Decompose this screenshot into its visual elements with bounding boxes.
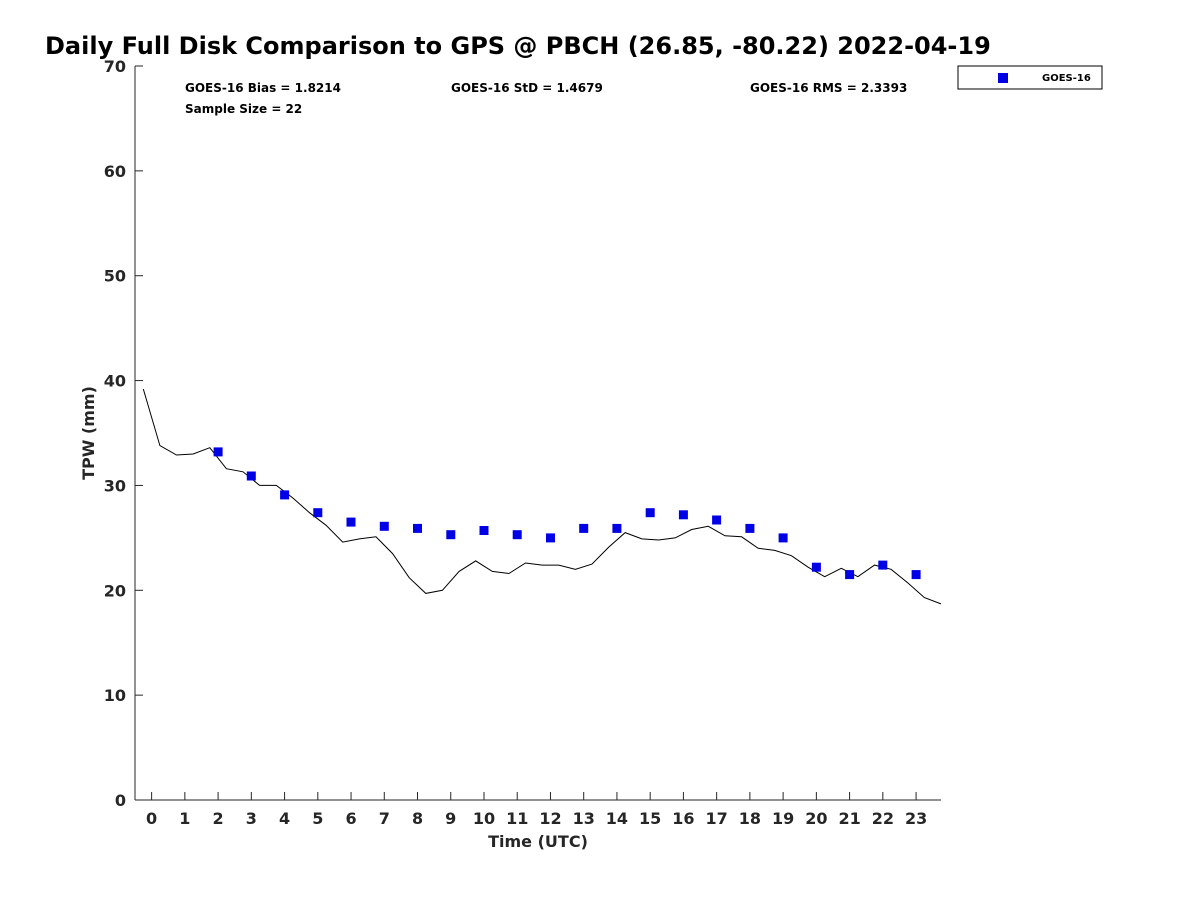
- goes-16-point: [745, 523, 755, 533]
- y-axis-label: TPW (mm): [79, 386, 98, 480]
- goes-16-point: [346, 517, 356, 527]
- x-tick-label: 7: [379, 809, 390, 828]
- y-tick-label: 50: [104, 267, 126, 286]
- x-tick-label: 6: [345, 809, 356, 828]
- x-tick-label: 14: [606, 809, 628, 828]
- goes-16-point: [778, 533, 788, 543]
- x-tick-label: 0: [146, 809, 157, 828]
- goes-16-point: [712, 515, 722, 525]
- y-tick-label: 20: [104, 581, 126, 600]
- x-tick-label: 15: [639, 809, 661, 828]
- gps-series: [142, 388, 942, 605]
- x-tick-label: 23: [905, 809, 927, 828]
- goes-16-point: [379, 521, 389, 531]
- legend-label: GOES-16: [1042, 73, 1091, 84]
- goes-16-point: [612, 523, 622, 533]
- x-tick-label: 1: [179, 809, 190, 828]
- x-tick-label: 20: [805, 809, 827, 828]
- x-tick-label: 8: [412, 809, 423, 828]
- chart-title: Daily Full Disk Comparison to GPS @ PBCH…: [45, 32, 991, 60]
- goes-16-point: [479, 526, 489, 535]
- y-tick-label: 30: [104, 476, 126, 495]
- goes-16-point: [512, 530, 522, 540]
- x-tick-label: 11: [506, 809, 528, 828]
- legend-marker: [998, 73, 1008, 83]
- x-tick-label: 5: [312, 809, 323, 828]
- x-tick-label: 9: [445, 809, 456, 828]
- goes-16-point: [546, 533, 555, 543]
- goes-16-point: [213, 447, 223, 457]
- sample-size-stat: Sample Size = 22: [185, 102, 302, 116]
- std-stat: GOES-16 StD = 1.4679: [451, 81, 603, 95]
- y-tick-label: 70: [104, 57, 126, 76]
- legend: GOES-16: [957, 65, 1103, 90]
- goes-16-point: [280, 490, 290, 500]
- y-tick-label: 10: [104, 686, 126, 705]
- goes-16-point: [878, 560, 888, 570]
- goes-16-point: [845, 570, 855, 580]
- x-tick-label: 17: [706, 809, 728, 828]
- y-tick-label: 60: [104, 162, 126, 181]
- legend-box: [957, 65, 1103, 90]
- x-tick-label: 12: [539, 809, 561, 828]
- x-tick-label: 4: [279, 809, 290, 828]
- x-tick-label: 19: [772, 809, 794, 828]
- y-tick-label: 40: [104, 372, 126, 391]
- goes-16-point: [313, 508, 323, 518]
- rms-stat: GOES-16 RMS = 2.3393: [750, 81, 907, 95]
- goes-16-point: [446, 530, 456, 540]
- y-tick-label: 0: [115, 791, 126, 810]
- x-tick-label: 22: [872, 809, 894, 828]
- goes-16-point: [678, 510, 688, 520]
- x-tick-label: 18: [739, 809, 761, 828]
- x-axis-label: Time (UTC): [488, 832, 588, 851]
- goes-16-point: [413, 523, 422, 533]
- x-tick-label: 16: [672, 809, 694, 828]
- x-tick-label: 10: [473, 809, 495, 828]
- goes-16-point: [246, 471, 256, 481]
- goes-16-series: [213, 447, 921, 580]
- goes-16-point: [645, 508, 655, 518]
- gps-line: [142, 388, 942, 605]
- x-tick-label: 2: [213, 809, 224, 828]
- goes-16-point: [579, 523, 589, 533]
- goes-16-point: [811, 562, 821, 572]
- x-tick-label: 3: [246, 809, 257, 828]
- x-tick-label: 21: [838, 809, 860, 828]
- x-tick-label: 13: [573, 809, 595, 828]
- goes-16-point: [911, 570, 921, 580]
- bias-stat: GOES-16 Bias = 1.8214: [185, 81, 341, 95]
